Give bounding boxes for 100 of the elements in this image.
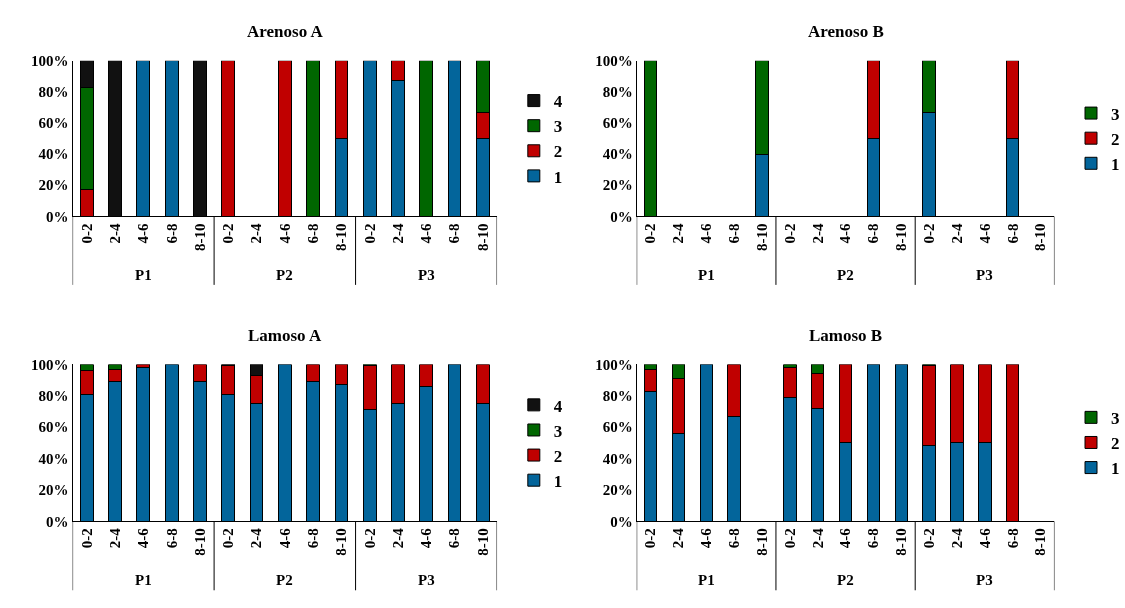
x-tick-label: 0-2 — [78, 528, 95, 549]
x-tick-label: 6-8 — [446, 223, 463, 244]
legend-label: 2 — [553, 142, 563, 162]
text: P1 — [135, 267, 152, 283]
x-tick-label: 4-6 — [418, 222, 435, 244]
x-tick-label: 8-10 — [753, 528, 770, 556]
x-tick-label: 4-6 — [135, 527, 152, 549]
y-tick-label: 20% — [602, 177, 633, 194]
x-tick-label: 8-10 — [753, 223, 770, 251]
x-tick-label: 6-8 — [446, 528, 463, 549]
y-tick-label: 80% — [38, 388, 69, 405]
x-tick-label: 4-6 — [418, 527, 435, 549]
x-tick-label: 2-4 — [106, 527, 123, 549]
x-tick-label: 6-8 — [1004, 223, 1021, 244]
x-tick-label: 2-4 — [248, 527, 265, 549]
text: P3 — [418, 572, 435, 588]
x-tick-label: 6-8 — [163, 223, 180, 244]
x-tick-label: 0-2 — [220, 528, 237, 549]
text: P1 — [135, 572, 152, 588]
legend-label: 2 — [1111, 434, 1120, 454]
y-tick-label: 100% — [31, 356, 69, 373]
y-tick-label: 100% — [595, 356, 633, 373]
x-tick-label: 6-8 — [726, 223, 743, 244]
y-tick-label: 100% — [31, 52, 69, 69]
x-tick-label: 4-6 — [837, 222, 854, 244]
text: P3 — [976, 267, 993, 283]
x-tick-label: 2-4 — [948, 222, 965, 244]
y-tick-label: 20% — [602, 482, 633, 499]
y-tick-label: 0% — [610, 513, 633, 530]
text: P2 — [837, 572, 854, 588]
legend-label: 2 — [1111, 129, 1120, 149]
x-tick-label: 0-2 — [781, 223, 798, 244]
text: P1 — [698, 267, 715, 283]
x-tick-label: 6-8 — [305, 223, 322, 244]
text: P2 — [276, 267, 293, 283]
x-tick-label: 4-6 — [976, 527, 993, 549]
y-tick-label: 60% — [38, 115, 69, 132]
y-tick-label: 20% — [38, 482, 69, 499]
x-tick-label: 4-6 — [276, 222, 293, 244]
x-tick-label: 4-6 — [698, 527, 715, 549]
chart-title: Lamoso A — [248, 326, 322, 345]
x-tick-label: 8-10 — [474, 223, 491, 251]
legend-label: 3 — [1111, 409, 1120, 428]
x-tick-label: 0-2 — [361, 223, 378, 244]
x-tick-label: 0-2 — [920, 528, 937, 549]
x-tick-label: 4-6 — [276, 527, 293, 549]
x-tick-label: 4-6 — [698, 222, 715, 244]
legend-label: 2 — [553, 446, 563, 466]
legend-label: 1 — [553, 167, 563, 187]
x-tick-label: 2-4 — [389, 527, 406, 549]
x-tick-label: 6-8 — [865, 223, 882, 244]
x-tick-label: 2-4 — [670, 527, 687, 549]
x-tick-label: 2-4 — [389, 222, 406, 244]
y-tick-label: 40% — [38, 450, 69, 467]
x-tick-label: 2-4 — [809, 222, 826, 244]
legend-label: 1 — [553, 471, 563, 491]
x-tick-label: 0-2 — [920, 223, 937, 244]
y-tick-label: 80% — [38, 84, 69, 101]
y-tick-label: 100% — [595, 52, 633, 69]
y-tick-label: 60% — [602, 115, 633, 132]
chart-title: Arenoso A — [247, 22, 324, 41]
x-tick-label: 8-10 — [893, 223, 910, 251]
x-tick-label: 6-8 — [1004, 528, 1021, 549]
y-tick-label: 80% — [602, 84, 633, 101]
x-tick-label: 8-10 — [893, 528, 910, 556]
text: P1 — [698, 572, 715, 588]
text: P3 — [418, 267, 435, 283]
y-tick-label: 0% — [46, 208, 69, 225]
x-tick-label: 8-10 — [333, 223, 350, 251]
x-tick-label: 0-2 — [220, 223, 237, 244]
legend-label: 3 — [1111, 104, 1120, 124]
x-tick-label: 0-2 — [78, 223, 95, 244]
y-tick-label: 40% — [602, 450, 633, 467]
y-tick-label: 80% — [602, 388, 633, 405]
x-tick-label: 2-4 — [948, 527, 965, 549]
x-tick-label: 4-6 — [976, 222, 993, 244]
x-tick-label: 6-8 — [163, 528, 180, 549]
y-tick-label: 20% — [38, 177, 69, 194]
x-tick-label: 8-10 — [1032, 223, 1049, 251]
x-tick-label: 8-10 — [191, 223, 208, 251]
legend-label: 3 — [553, 117, 563, 137]
y-tick-label: 0% — [610, 208, 633, 225]
text: P2 — [276, 572, 293, 588]
legend-label: 1 — [1111, 154, 1120, 174]
x-tick-label: 0-2 — [642, 223, 659, 244]
x-tick-label: 2-4 — [106, 222, 123, 244]
text: P2 — [837, 267, 854, 283]
x-tick-label: 2-4 — [670, 222, 687, 244]
x-tick-label: 2-4 — [248, 222, 265, 244]
x-tick-label: 0-2 — [781, 528, 798, 549]
y-tick-label: 0% — [46, 513, 69, 530]
y-tick-label: 60% — [602, 419, 633, 436]
y-tick-label: 60% — [38, 419, 69, 436]
legend-label: 3 — [553, 421, 563, 441]
legend-label: 1 — [1111, 459, 1120, 479]
chart-title: Lamoso B — [809, 326, 883, 345]
x-tick-label: 8-10 — [333, 528, 350, 556]
chart-title: Arenoso B — [808, 22, 884, 41]
text: P3 — [976, 572, 993, 588]
x-tick-label: 6-8 — [865, 528, 882, 549]
